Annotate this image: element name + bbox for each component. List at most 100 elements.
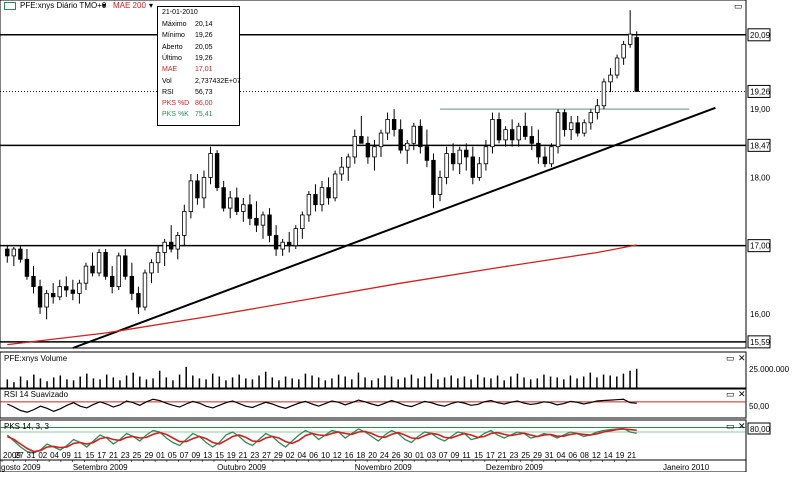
day-tick-label: 30 xyxy=(403,451,412,460)
instrument-name[interactable]: PFE:xnys Diário TMO+0 xyxy=(20,1,107,10)
price-tick-label: 19,26 xyxy=(750,87,771,96)
day-tick-label: 07 xyxy=(180,451,189,460)
candle-body xyxy=(64,286,69,291)
candle-body xyxy=(90,265,95,274)
day-tick-label: 24 xyxy=(380,451,389,460)
candle-body xyxy=(365,142,371,158)
data-window-value: 20,14 xyxy=(195,21,213,28)
candle-body xyxy=(359,136,364,144)
rsi-panel-close-button[interactable]: ✕ xyxy=(738,389,746,399)
candle-body xyxy=(326,187,331,199)
instrument-dropdown-icon[interactable]: ▾ xyxy=(102,1,107,10)
day-tick-label: 07 xyxy=(439,451,448,460)
day-tick-label: 11 xyxy=(74,451,83,460)
price-axis: 20,09 19,26 19,00 18,47 18,00 17,00 16,00 15,59 xyxy=(747,28,771,349)
month-label: Setembro 2009 xyxy=(73,463,128,472)
stoch-panel-close-button[interactable]: ✕ xyxy=(738,421,746,431)
day-tick-label: 09 xyxy=(191,451,200,460)
stoch-tick-box xyxy=(747,422,771,435)
candle-body xyxy=(234,197,239,212)
price-tick-box xyxy=(747,335,771,349)
candle-body xyxy=(182,211,187,236)
candle-body xyxy=(44,293,49,308)
price-tick-label: 19,00 xyxy=(750,105,771,114)
day-tick-label: 21 xyxy=(627,451,636,460)
candle-body xyxy=(155,252,161,264)
candle-body xyxy=(313,194,318,206)
data-window-row: MAE 17,01 xyxy=(162,66,236,76)
volume-panel-title: PFE:xnys Volume xyxy=(4,354,68,363)
candle-body xyxy=(608,74,613,83)
volume-panel-maximize-button[interactable]: ▭ xyxy=(726,353,735,363)
candle-body xyxy=(627,33,633,45)
day-tick-label: 27 xyxy=(15,451,24,460)
month-label: Novembro 2009 xyxy=(355,463,412,472)
candle-body xyxy=(11,248,17,257)
day-tick-label: 21 xyxy=(109,451,118,460)
rsi-panel-frame xyxy=(0,388,747,419)
instrument-symbol-icon xyxy=(4,2,16,10)
day-tick-label: 04 xyxy=(557,451,566,460)
candle-body xyxy=(280,241,285,250)
candle-body xyxy=(405,142,410,151)
stoch-panel-title: PKS 14, 3, 3 xyxy=(4,422,49,431)
price-panel-maximize-button[interactable]: ▭ xyxy=(734,1,743,11)
data-window-value: 17,01 xyxy=(195,66,213,74)
day-tick-label: 19 xyxy=(227,451,236,460)
candle-body xyxy=(391,119,397,131)
data-window-label: PKS %K xyxy=(162,111,189,119)
candle-body xyxy=(168,241,174,250)
candle-body xyxy=(31,275,36,287)
candle-body xyxy=(411,125,416,144)
day-tick-label: 25 xyxy=(133,451,142,460)
data-window-row: RSI 56,73 xyxy=(162,89,236,99)
day-tick-label: 06 xyxy=(309,451,318,460)
day-tick-label: 26 xyxy=(392,451,401,460)
candle-body xyxy=(319,187,325,206)
candle-body xyxy=(457,149,462,165)
month-label: Janeiro 2010 xyxy=(663,463,710,472)
day-tick-label: 01 xyxy=(156,451,165,460)
candle-body xyxy=(18,248,23,260)
rsi-axis-tick: 50,00 xyxy=(749,402,770,411)
day-tick-label: 04 xyxy=(50,451,59,460)
price-tick-label: 20,09 xyxy=(750,31,771,40)
stoch-axis-tick: 80,00 xyxy=(750,425,771,434)
data-window-label: RSI xyxy=(162,88,174,96)
day-tick-label: 02 xyxy=(38,451,47,460)
indicator-name[interactable]: MAE 200 xyxy=(113,1,146,10)
day-tick-label: 05 xyxy=(168,451,177,460)
candle-body xyxy=(496,119,502,141)
candle-body xyxy=(77,282,82,294)
day-tick-label: 29 xyxy=(144,451,153,460)
indicator-dropdown-icon[interactable]: ▾ xyxy=(149,1,154,10)
candle-body xyxy=(601,81,607,107)
candle-body xyxy=(83,265,89,284)
day-tick-label: 2009 xyxy=(3,451,21,460)
candle-body xyxy=(103,252,108,277)
trend-line xyxy=(72,106,716,349)
horizontal-levels xyxy=(0,34,746,343)
candle-body xyxy=(247,204,253,219)
candle-body xyxy=(109,275,115,287)
stoch-panel-maximize-button[interactable]: ▭ xyxy=(726,421,735,431)
day-tick-label: 13 xyxy=(203,451,212,460)
candle-body xyxy=(287,241,292,247)
data-window-label: Mínimo xyxy=(162,32,185,40)
candle-body xyxy=(437,177,443,195)
candle-body xyxy=(470,156,476,178)
rsi-panel-maximize-button[interactable]: ▭ xyxy=(726,389,735,399)
candle-body xyxy=(195,180,200,199)
volume-panel-close-button[interactable]: ✕ xyxy=(738,353,746,363)
data-window-value: 75,41 xyxy=(195,111,213,119)
stoch-k-line xyxy=(6,427,637,454)
price-tick-label: 15,59 xyxy=(750,338,771,347)
day-tick-label: 31 xyxy=(27,451,36,460)
day-tick-label: 31 xyxy=(545,451,554,460)
candle-body xyxy=(37,286,43,308)
candle-body xyxy=(214,153,220,189)
candle-body xyxy=(267,214,272,236)
candle-body xyxy=(300,214,305,229)
